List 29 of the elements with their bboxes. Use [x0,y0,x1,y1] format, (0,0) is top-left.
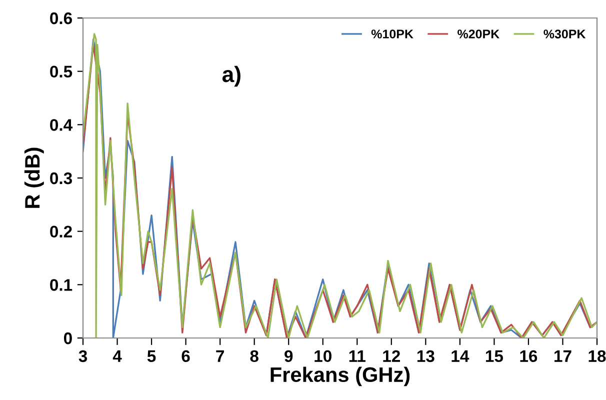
legend-label: %30PK [544,30,586,38]
y-tick-label: 0 [64,332,72,344]
annotation: a) [222,66,240,87]
y-tick-label: 0.5 [50,66,72,78]
x-tick-label: 6 [182,350,190,362]
x-tick-label: 4 [112,350,122,362]
x-tick-label: 13 [417,350,434,362]
y-axis-title: R (dB) [24,148,44,208]
y-tick-label: 0.2 [50,226,72,238]
x-tick-label: 10 [314,350,332,362]
x-tick-label: 9 [284,350,293,362]
x-tick-label: 7 [216,350,224,362]
x-tick-label: 18 [588,350,606,362]
x-tick-label: 12 [383,350,400,362]
x-tick-label: 15 [486,350,504,362]
legend-label: %10PK [371,30,414,38]
x-tick-label: 5 [147,350,156,362]
x-tick-label: 17 [554,350,572,362]
x-tick-label: 8 [250,350,258,362]
y-tick-label: 0.3 [50,172,72,184]
legend-label: %20PK [458,30,500,38]
x-axis-title: Frekans (GHz) [270,366,410,386]
x-tick-label: 3 [78,350,88,362]
x-tick-label: 11 [349,350,366,362]
y-tick-label: 0.1 [50,279,72,291]
y-tick-label: 0.4 [50,119,72,131]
y-tick-label: 0.6 [50,12,72,24]
x-tick-label: 14 [452,350,470,362]
x-tick-label: 16 [520,350,538,362]
